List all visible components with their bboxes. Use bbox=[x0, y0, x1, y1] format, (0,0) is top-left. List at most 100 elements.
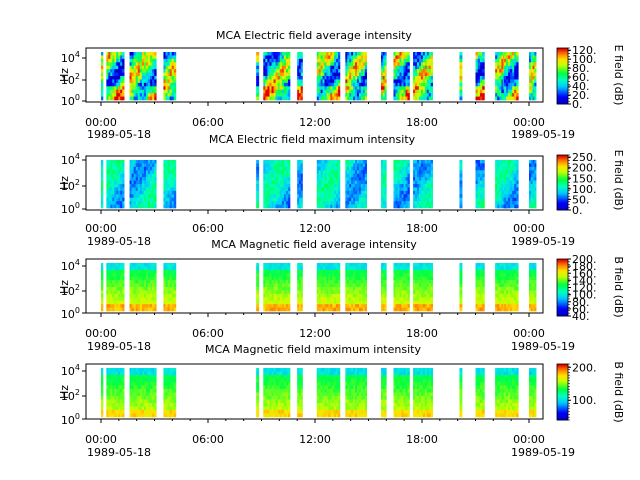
spectrogram-cell bbox=[345, 93, 348, 97]
spectrogram-cell bbox=[322, 290, 325, 295]
spectrogram-cell bbox=[281, 177, 285, 181]
spectrogram-cell bbox=[316, 62, 320, 67]
spectrogram-cell bbox=[384, 69, 387, 73]
spectrogram-cell bbox=[347, 89, 350, 94]
spectrogram-cell bbox=[495, 173, 498, 178]
spectrogram-cell bbox=[508, 304, 511, 308]
spectrogram-cell bbox=[316, 65, 320, 70]
spectrogram-cell bbox=[356, 82, 360, 87]
spectrogram-cell bbox=[269, 276, 272, 281]
spectrogram-cell bbox=[430, 280, 433, 284]
colorbar-segment bbox=[557, 97, 568, 99]
spectrogram-cell bbox=[459, 300, 463, 305]
spectrogram-cell bbox=[137, 65, 141, 70]
spectrogram-cell bbox=[165, 65, 168, 70]
spectrogram-cell bbox=[345, 304, 348, 308]
spectrogram-cell bbox=[150, 52, 153, 56]
spectrogram-cell bbox=[116, 283, 119, 288]
spectrogram-cell bbox=[137, 266, 141, 271]
spectrogram-cell bbox=[497, 187, 500, 192]
spectrogram-cell bbox=[393, 273, 396, 278]
spectrogram-cell bbox=[401, 287, 404, 291]
spectrogram-cell bbox=[508, 177, 511, 181]
spectrogram-cell bbox=[116, 69, 119, 73]
spectrogram-cell bbox=[122, 187, 125, 192]
spectrogram-cell bbox=[355, 177, 358, 181]
spectrogram-cell bbox=[417, 163, 420, 168]
spectrogram-cell bbox=[413, 269, 416, 274]
spectrogram-cell bbox=[143, 89, 147, 94]
spectrogram-cell bbox=[118, 72, 121, 77]
spectrogram-cell bbox=[362, 82, 366, 87]
colorbar-segment bbox=[557, 192, 568, 194]
spectrogram-cell bbox=[108, 69, 111, 73]
spectrogram-cell bbox=[345, 201, 348, 205]
spectrogram-cell bbox=[407, 163, 410, 168]
spectrogram-cell bbox=[112, 177, 115, 181]
spectrogram-cell bbox=[516, 65, 519, 70]
spectrogram-cell bbox=[384, 276, 387, 281]
spectrogram-cell bbox=[173, 190, 177, 195]
spectrogram-cell bbox=[514, 52, 517, 56]
spectrogram-cell bbox=[283, 283, 287, 288]
spectrogram-cell bbox=[362, 184, 366, 188]
spectrogram-cell bbox=[530, 96, 533, 101]
spectrogram-cell bbox=[269, 170, 272, 175]
spectrogram-cell bbox=[534, 300, 537, 305]
spectrogram-cell bbox=[173, 197, 177, 202]
spectrogram-cell bbox=[273, 273, 276, 278]
spectrogram-cell bbox=[530, 160, 533, 164]
spectrogram-cell bbox=[106, 304, 109, 308]
spectrogram-cell bbox=[298, 293, 302, 298]
spectrogram-cell bbox=[424, 273, 428, 278]
spectrogram-cell bbox=[334, 194, 337, 199]
spectrogram-cell bbox=[338, 76, 341, 80]
spectrogram-cell bbox=[281, 197, 285, 202]
spectrogram-cell bbox=[459, 69, 463, 73]
spectrogram-cell bbox=[154, 180, 157, 185]
spectrogram-cell bbox=[422, 93, 426, 97]
spectrogram-cell bbox=[271, 197, 274, 202]
spectrogram-cell bbox=[353, 180, 356, 185]
spectrogram-cell bbox=[171, 166, 175, 171]
spectrogram-cell bbox=[300, 276, 303, 281]
spectrogram-cell bbox=[297, 65, 300, 70]
spectrogram-cell bbox=[355, 300, 358, 305]
spectrogram-cell bbox=[122, 273, 125, 278]
spectrogram-cell bbox=[326, 69, 329, 73]
spectrogram-cell bbox=[318, 297, 321, 302]
spectrogram-cell bbox=[355, 166, 358, 171]
spectrogram-cell bbox=[143, 276, 147, 281]
spectrogram-cell bbox=[399, 69, 402, 73]
spectrogram-cell bbox=[285, 273, 289, 278]
spectrogram-cell bbox=[328, 69, 331, 73]
spectrogram-cell bbox=[512, 65, 515, 70]
spectrogram-cell bbox=[141, 287, 145, 291]
spectrogram-cell bbox=[506, 72, 509, 77]
spectrogram-cell bbox=[399, 93, 402, 97]
spectrogram-cell bbox=[382, 300, 385, 305]
spectrogram-cell bbox=[417, 166, 420, 171]
spectrogram-cell bbox=[108, 280, 111, 284]
spectrogram-cell bbox=[514, 201, 517, 205]
spectrogram-cell bbox=[145, 65, 149, 70]
spectrogram-cell bbox=[501, 69, 504, 73]
spectrogram-cell bbox=[477, 194, 481, 199]
spectrogram-cell bbox=[334, 180, 337, 185]
spectrogram-cell bbox=[428, 287, 432, 291]
spectrogram-cell bbox=[165, 204, 168, 209]
spectrogram-cell bbox=[277, 163, 281, 168]
spectrogram-cell bbox=[407, 194, 410, 199]
spectrogram-cell bbox=[516, 177, 519, 181]
spectrogram-cell bbox=[338, 79, 341, 84]
spectrogram-cell bbox=[300, 297, 303, 302]
spectrogram-cell bbox=[534, 82, 537, 87]
spectrogram-cell bbox=[131, 197, 134, 202]
spectrogram-cell bbox=[351, 173, 354, 178]
spectrogram-cell bbox=[265, 300, 268, 305]
spectrogram-cell bbox=[283, 82, 287, 87]
spectrogram-cell bbox=[318, 86, 321, 91]
spectrogram-cell bbox=[356, 194, 360, 199]
spectrogram-cell bbox=[139, 184, 143, 188]
spectrogram-cell bbox=[267, 197, 270, 202]
